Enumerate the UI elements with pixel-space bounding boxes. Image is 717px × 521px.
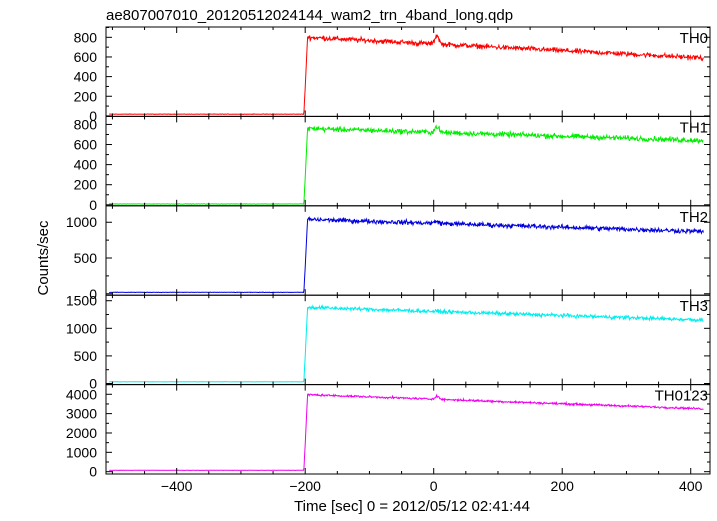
panel-frame-th0123 xyxy=(105,384,711,475)
light-curve-th1 xyxy=(109,124,704,205)
y-tick-label: 1000 xyxy=(66,444,97,460)
y-tick-label: 1000 xyxy=(66,214,97,230)
light-curve-th2 xyxy=(109,215,704,294)
y-tick-label: 1500 xyxy=(66,293,97,309)
panel-frame-th1 xyxy=(105,115,711,207)
light-curve-th0 xyxy=(109,33,704,116)
y-tick-label: 0 xyxy=(89,108,97,124)
y-tick-label: 3000 xyxy=(66,406,97,422)
panels-group: 0 200 400 600 800 TH0 0 200 400 600 800 TH1 0 500 1000… xyxy=(66,26,711,494)
y-tick-label: 4000 xyxy=(66,386,97,402)
y-tick-label: 400 xyxy=(74,69,98,85)
chart-title: ae807007010_20120512024144_wam2_trn_4ban… xyxy=(106,7,513,24)
y-tick-label: 2000 xyxy=(66,425,97,441)
y-tick-label: 400 xyxy=(74,157,98,173)
y-tick-label: 0 xyxy=(89,464,97,480)
light-curve-th0123 xyxy=(109,392,704,471)
panel-label-th3: TH3 xyxy=(680,298,708,315)
y-tick-label: 600 xyxy=(74,49,98,65)
panel-frame-th3 xyxy=(105,294,711,386)
y-tick-label: 600 xyxy=(74,137,98,153)
y-tick-label: 0 xyxy=(89,286,97,302)
y-tick-label: 800 xyxy=(74,29,98,45)
y-tick-label: 0 xyxy=(89,375,97,391)
light-curve-th3 xyxy=(109,304,704,383)
x-tick-label: −400 xyxy=(161,478,193,494)
panel-label-th0: TH0 xyxy=(680,30,708,47)
panel-label-th1: TH1 xyxy=(680,119,708,136)
panel-frame-th0 xyxy=(105,26,711,117)
x-tick-label: 0 xyxy=(430,478,438,494)
y-tick-label: 200 xyxy=(74,177,98,193)
panel-frame-th2 xyxy=(105,205,711,296)
y-tick-label: 500 xyxy=(74,250,98,266)
panel-label-th2: TH2 xyxy=(680,209,708,226)
y-tick-label: 500 xyxy=(74,348,98,364)
y-tick-label: 800 xyxy=(74,116,98,132)
x-tick-label: −200 xyxy=(289,478,321,494)
y-tick-label: 1000 xyxy=(66,320,97,336)
y-axis-label: Counts/sec xyxy=(35,220,52,296)
y-tick-label: 0 xyxy=(89,197,97,213)
x-axis-label: Time [sec] 0 = 2012/05/12 02:41:44 xyxy=(294,498,530,515)
x-tick-label: 400 xyxy=(679,478,703,494)
y-tick-label: 200 xyxy=(74,88,98,104)
x-tick-label: 200 xyxy=(551,478,575,494)
panel-label-th0123: TH0123 xyxy=(655,388,708,405)
